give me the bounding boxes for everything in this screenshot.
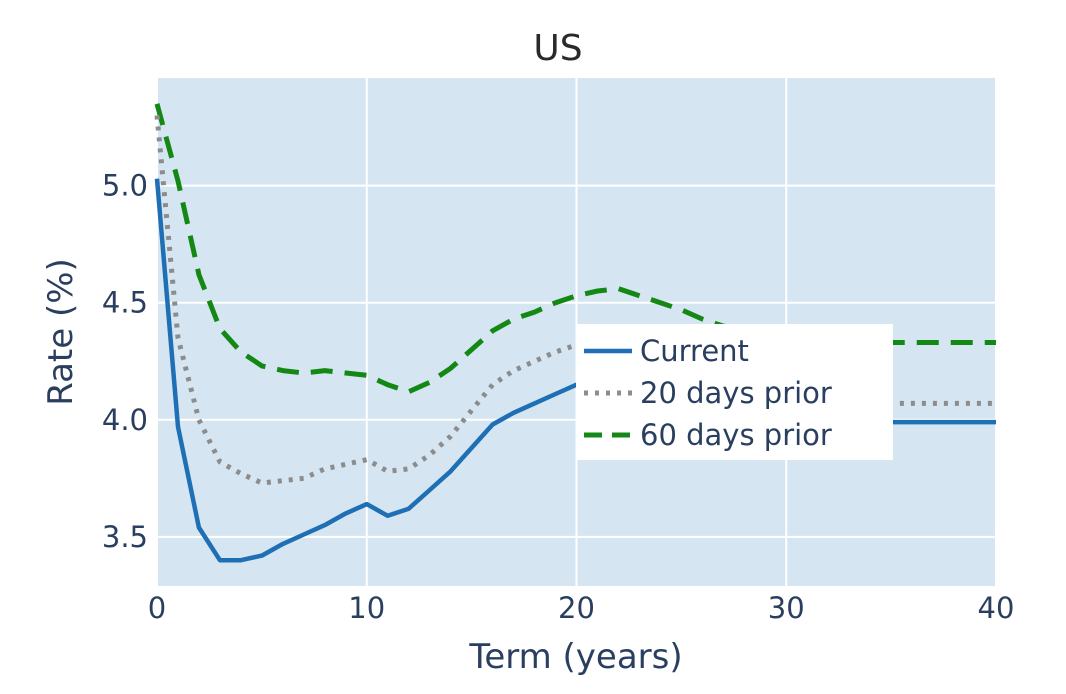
x-axis-label: Term (years) (468, 637, 682, 677)
x-tick-label: 0 (148, 591, 166, 625)
x-tick-labels: 0 10 20 30 40 (148, 591, 1015, 625)
y-tick-label: 4.0 (102, 403, 148, 437)
x-tick-label: 40 (978, 591, 1015, 625)
legend-label: Current (640, 334, 749, 368)
x-tick-label: 10 (348, 591, 385, 625)
legend: Current 20 days prior 60 days prior (576, 324, 893, 460)
legend-label: 20 days prior (640, 376, 832, 410)
y-tick-label: 5.0 (102, 169, 148, 203)
y-axis-label: Rate (%) (41, 258, 81, 406)
y-tick-labels: 3.5 4.0 4.5 5.0 (102, 169, 148, 554)
x-tick-label: 20 (558, 591, 595, 625)
x-tick-label: 30 (768, 591, 805, 625)
y-tick-label: 4.5 (102, 286, 148, 320)
legend-label: 60 days prior (640, 418, 832, 452)
chart-title: US (533, 28, 582, 69)
y-tick-label: 3.5 (102, 520, 148, 554)
